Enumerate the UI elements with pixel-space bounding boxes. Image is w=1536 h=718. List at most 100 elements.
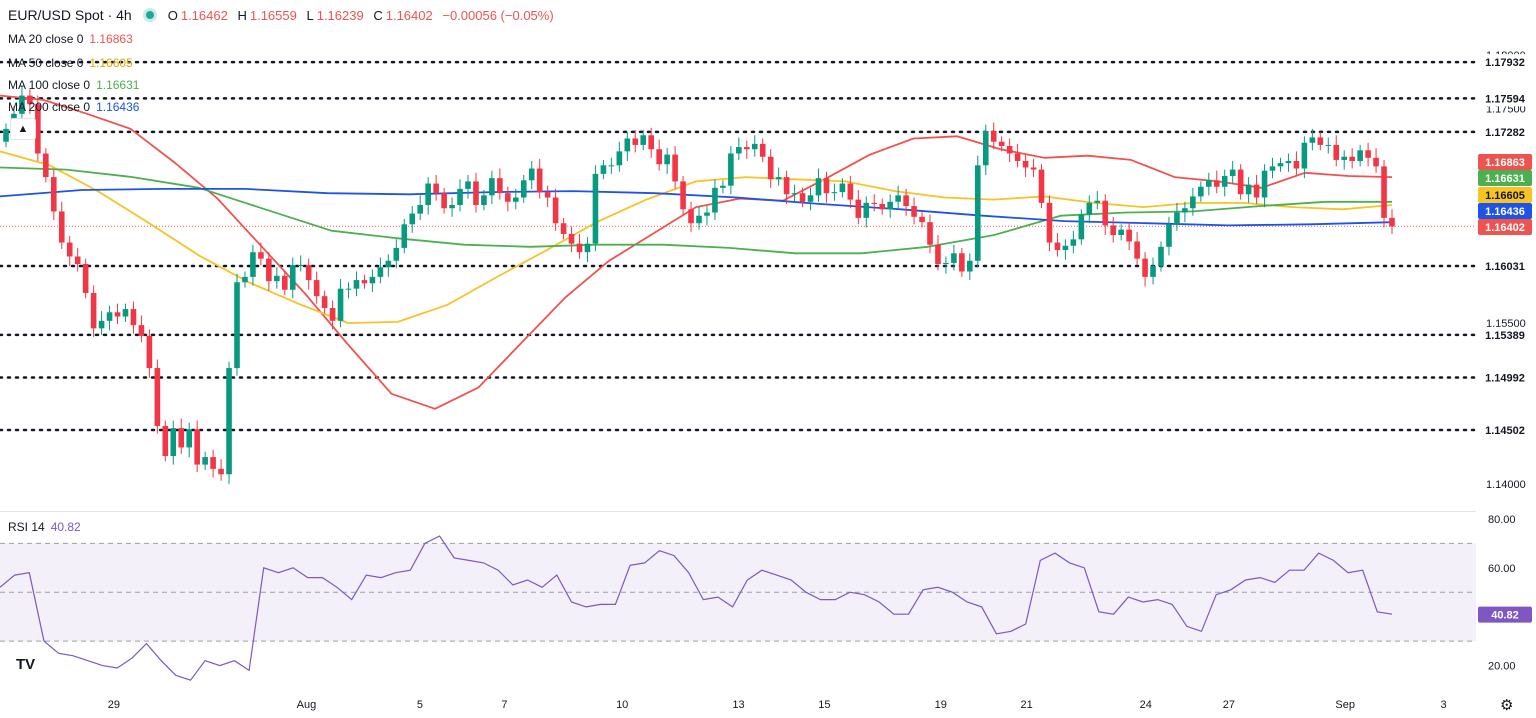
candle-body: [497, 178, 503, 194]
candle-body: [321, 296, 328, 308]
rsi-tick: 80.00: [1488, 514, 1516, 526]
open-label: O: [167, 7, 178, 23]
candle-body: [385, 260, 392, 268]
candle-body: [592, 173, 599, 244]
candle-body: [289, 265, 296, 290]
candle-body: [743, 147, 750, 150]
candle-body: [688, 209, 694, 224]
symbol-title[interactable]: EUR/USD Spot · 4h: [8, 7, 132, 23]
level-label: 1.17932: [1485, 57, 1525, 69]
ma50-legend[interactable]: MA 50 close 0 1.16605: [8, 56, 133, 70]
candle-body: [226, 368, 232, 475]
ma-line: [0, 94, 1393, 410]
candle-body: [775, 177, 782, 180]
candle-body: [473, 181, 479, 205]
ohlc-readout: O 1.16462 H 1.16559 L 1.16239 C 1.16402 −0.0…: [168, 8, 560, 23]
candle-body: [82, 264, 89, 293]
time-tick: Aug: [297, 699, 317, 711]
candle-body: [704, 212, 710, 216]
candle-body: [935, 244, 941, 264]
level-label-bg: [1478, 54, 1532, 71]
candle-body: [1022, 161, 1029, 168]
rsi-tag-bg: [1478, 606, 1532, 623]
candle-body: [505, 193, 511, 202]
candle-body: [552, 197, 559, 224]
candle-body: [425, 183, 431, 205]
candle-body: [512, 197, 519, 202]
ma20-legend[interactable]: MA 20 close 0 1.16863: [8, 32, 133, 46]
candle-body: [576, 243, 583, 253]
candle-body: [728, 153, 734, 186]
candle-body: [608, 165, 615, 167]
candle-body: [1237, 169, 1244, 195]
candle-body: [632, 138, 639, 145]
candle-body: [1190, 196, 1196, 209]
time-axis[interactable]: 29 Aug 5 7 10 13 15 19 21 24 27 Sep 3: [108, 699, 1447, 711]
candle-body: [879, 203, 886, 210]
candle-body: [1150, 266, 1156, 277]
candle-body: [656, 149, 662, 165]
candle-body: [624, 138, 631, 152]
candle-body: [1269, 166, 1276, 171]
ma100-legend[interactable]: MA 100 close 0 1.16631: [8, 78, 139, 92]
price-axis[interactable]: 1.180001.175001.155001.1400080.0060.0020…: [1486, 50, 1526, 673]
level-label-bg: [1478, 422, 1532, 439]
candle-body: [3, 128, 9, 142]
candle-body: [130, 309, 137, 326]
candle-body: [202, 457, 208, 465]
level-label: 1.14992: [1485, 372, 1525, 384]
tradingview-logo[interactable]: TV: [16, 656, 36, 673]
candle-body: [138, 325, 145, 336]
candle-body: [1078, 214, 1085, 240]
ma50-label: MA 50 close 0: [8, 56, 84, 70]
candle-body: [680, 181, 686, 210]
candle-body: [1381, 166, 1387, 218]
candle-body: [242, 276, 248, 283]
candle-body: [927, 222, 933, 245]
candle-body: [696, 215, 702, 224]
candle-body: [74, 256, 81, 264]
candle-body: [449, 205, 455, 209]
level-label: 1.17282: [1485, 127, 1525, 139]
candle-body: [967, 260, 973, 272]
chevron-up-icon[interactable]: ▲: [10, 118, 36, 140]
gear-icon[interactable]: ⚙: [1500, 697, 1514, 714]
candle-body: [178, 428, 185, 448]
candle-body: [648, 135, 655, 150]
candle-body: [895, 195, 901, 202]
rsi-line-group: [0, 535, 1393, 681]
candle-body: [1014, 153, 1021, 162]
level-label-bg: [1478, 123, 1532, 140]
time-tick: 15: [818, 699, 830, 711]
candle-body: [353, 280, 360, 289]
candle-body: [1221, 176, 1228, 187]
candle-body: [799, 193, 806, 202]
candle-body: [536, 168, 543, 193]
candle-body: [1349, 156, 1355, 162]
candle-body: [162, 425, 169, 457]
rsi-value: 40.82: [50, 520, 81, 534]
time-tick: 5: [417, 699, 423, 711]
candle-body: [27, 95, 33, 105]
candle-body: [1285, 161, 1292, 164]
candle-body: [1142, 258, 1148, 277]
candle-body: [1389, 217, 1395, 227]
candle-body: [664, 154, 670, 165]
price-tag: 1.16863: [1485, 157, 1525, 169]
candle-body: [1293, 161, 1300, 169]
candle-body: [807, 195, 814, 202]
candle-body: [839, 183, 846, 193]
level-label-bg: [1478, 369, 1532, 386]
candle-body: [911, 206, 917, 217]
candle-body: [520, 180, 527, 198]
candlestick-series: [3, 85, 1395, 484]
price-tag-bg: [1478, 219, 1532, 235]
rsi-legend[interactable]: RSI 14 40.82: [8, 520, 81, 534]
candle-body: [903, 195, 909, 207]
candle-body: [170, 428, 177, 457]
candle-body: [990, 130, 997, 142]
chart-header: EUR/USD Spot · 4h O 1.16462 H 1.16559 L 1.1…: [8, 7, 560, 23]
candle-body: [1309, 137, 1316, 143]
ma200-legend[interactable]: MA 200 close 0 1.16436: [8, 100, 139, 114]
